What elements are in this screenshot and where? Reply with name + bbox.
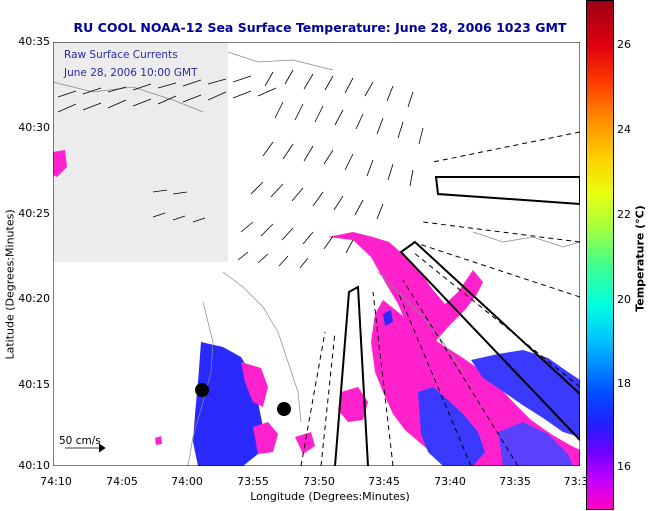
station-marker	[195, 383, 209, 397]
y-tick-label: 40:10	[18, 459, 50, 472]
overlay-label: June 28, 2006 10:00 GMT	[64, 67, 198, 79]
y-tick-label: 40:15	[18, 378, 50, 391]
x-tick-label: 73:40	[434, 475, 466, 488]
colorbar-tick: 18	[617, 377, 631, 390]
x-tick-label: 74:10	[40, 475, 72, 488]
x-tick-label: 74:05	[106, 475, 138, 488]
colorbar-tick: 20	[617, 293, 631, 306]
radial-lines	[300, 131, 580, 466]
current-vectors	[57, 69, 424, 453]
x-tick-label: 74:00	[171, 475, 203, 488]
x-axis-label: Longitude (Degrees:Minutes)	[250, 490, 410, 503]
overlay-label: Raw Surface Currents	[64, 49, 178, 61]
sector-outlines	[334, 176, 580, 466]
x-tick-label: 73:35	[499, 475, 531, 488]
colorbar-tick: 26	[617, 38, 631, 51]
colorbar-tick: 22	[617, 208, 631, 221]
y-tick-label: 40:30	[18, 121, 50, 134]
x-tick-label: 73:3	[563, 475, 589, 488]
vector-scale-label: 50 cm/s	[59, 435, 101, 447]
y-tick-label: 40:20	[18, 292, 50, 305]
sst-map-plot	[53, 42, 580, 466]
x-tick-label: 73:55	[237, 475, 269, 488]
station-marker	[277, 402, 291, 416]
colorbar-tick: 24	[617, 123, 631, 136]
y-tick-label: 40:25	[18, 207, 50, 220]
map-title: RU COOL NOAA-12 Sea Surface Temperature:…	[73, 20, 567, 35]
temperature-colorbar	[586, 0, 614, 510]
x-tick-label: 73:45	[368, 475, 400, 488]
colorbar-label: Temperature (°C)	[633, 205, 647, 312]
x-tick-label: 73:50	[303, 475, 335, 488]
y-axis-label: Latitude (Degrees:Minutes)	[3, 209, 17, 360]
y-tick-label: 40:35	[18, 35, 50, 48]
land-area	[53, 42, 228, 262]
colorbar-tick: 16	[617, 460, 631, 473]
